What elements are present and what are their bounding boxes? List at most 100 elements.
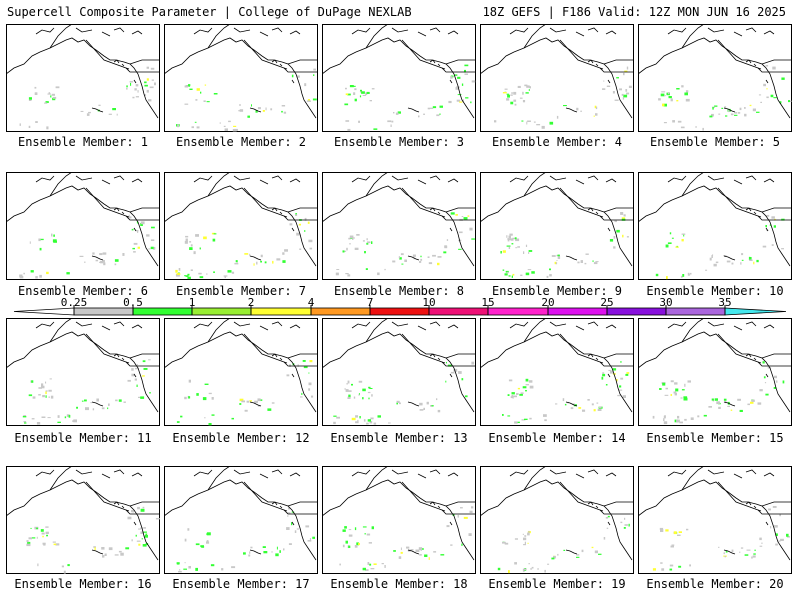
colorbar-tick-label: 2 [247,296,255,309]
panel-frame [164,24,318,132]
panel-map-15 [638,318,792,426]
ensemble-member-label: Ensemble Member: 17 [172,577,310,591]
ensemble-member-label: Ensemble Member: 5 [649,135,781,149]
coastline [6,172,160,267]
ensemble-panel-14 [480,318,634,426]
scp-field [175,213,313,280]
scp-field [658,64,792,131]
panel-frame [480,466,634,574]
ensemble-member-label: Ensemble Member: 7 [175,284,307,298]
colorbar-tick-label: 7 [366,296,374,309]
panel-frame [480,172,634,280]
ensemble-panel-4 [480,24,634,132]
colorbar-segment [487,307,549,316]
colorbar-segment [369,307,430,316]
coastline [638,24,792,119]
colorbar-segment [250,307,312,316]
scp-field [176,507,315,573]
colorbar-tick-label: 0.25 [60,296,88,309]
panel-map-3 [322,24,476,132]
ensemble-panel-11 [6,318,160,426]
ensemble-panel-6 [6,172,160,280]
scp-field [22,359,151,425]
ensemble-panel-19 [480,466,634,574]
ensemble-panel-12 [164,318,318,426]
coastline [6,318,160,413]
panel-frame [638,24,792,132]
panel-frame [6,24,160,132]
coastline [322,172,476,267]
colorbar-tick-label: 30 [659,296,673,309]
panel-map-11 [6,318,160,426]
coastline [638,466,792,561]
scp-field [500,212,629,278]
panel-map-20 [638,466,792,574]
coastline [638,318,792,413]
panel-frame [638,318,792,426]
colorbar-segment [428,307,489,316]
panel-map-1 [6,24,160,132]
ensemble-member-label: Ensemble Member: 10 [646,284,784,298]
ensemble-panel-16 [6,466,160,574]
scp-field [652,506,790,571]
colorbar-segment [132,307,193,316]
ensemble-member-label: Ensemble Member: 20 [646,577,784,591]
panel-frame [164,172,318,280]
ensemble-panel-2 [164,24,318,132]
panel-frame [322,172,476,280]
ensemble-member-label: Ensemble Member: 1 [17,135,149,149]
scp-field [497,515,630,574]
panel-map-12 [164,318,318,426]
colorbar-tick-label: 10 [422,296,436,309]
scp-field [176,68,317,132]
ensemble-panel-8 [322,172,476,280]
title-left: Supercell Composite Parameter | College … [7,5,412,19]
ensemble-panel-15 [638,318,792,426]
colorbar-segment [13,307,75,316]
coastline [480,24,634,119]
panel-frame [480,318,634,426]
colorbar-tick-label: 1 [188,296,196,309]
panel-frame [322,318,476,426]
colorbar-tick-label: 15 [481,296,495,309]
panel-frame [6,172,160,280]
coastline [164,172,318,267]
colorbar-segment [73,307,134,316]
colorbar-segment [191,307,252,316]
panel-frame [164,466,318,574]
panel-frame [6,466,160,574]
panel-map-9 [480,172,634,280]
colorbar-segment [310,307,371,316]
panel-map-14 [480,318,634,426]
panel-map-17 [164,466,318,574]
coastline [322,466,476,561]
colorbar-tick-label: 35 [718,296,732,309]
ensemble-panel-13 [322,318,476,426]
panel-map-18 [322,466,476,574]
ensemble-member-label: Ensemble Member: 12 [172,431,310,445]
colorbar-segment [665,307,726,316]
ensemble-member-label: Ensemble Member: 16 [14,577,152,591]
ensemble-member-label: Ensemble Member: 8 [333,284,465,298]
coastline [322,24,476,119]
panel-frame [638,466,792,574]
scp-field [502,361,630,424]
colorbar-tick-label: 25 [600,296,614,309]
coastline [164,24,318,119]
panel-frame [6,318,160,426]
colorbar-segment [547,307,608,316]
ensemble-member-label: Ensemble Member: 15 [646,431,784,445]
scp-field [344,64,476,132]
panel-map-2 [164,24,318,132]
ensemble-panel-20 [638,466,792,574]
scp-field [176,360,314,426]
ensemble-member-label: Ensemble Member: 13 [330,431,468,445]
coastline [164,318,318,413]
coastline [480,318,634,413]
ensemble-member-label: Ensemble Member: 4 [491,135,623,149]
panel-map-10 [638,172,792,280]
coastline [638,172,792,267]
ensemble-panel-9 [480,172,634,280]
ensemble-member-label: Ensemble Member: 6 [17,284,149,298]
